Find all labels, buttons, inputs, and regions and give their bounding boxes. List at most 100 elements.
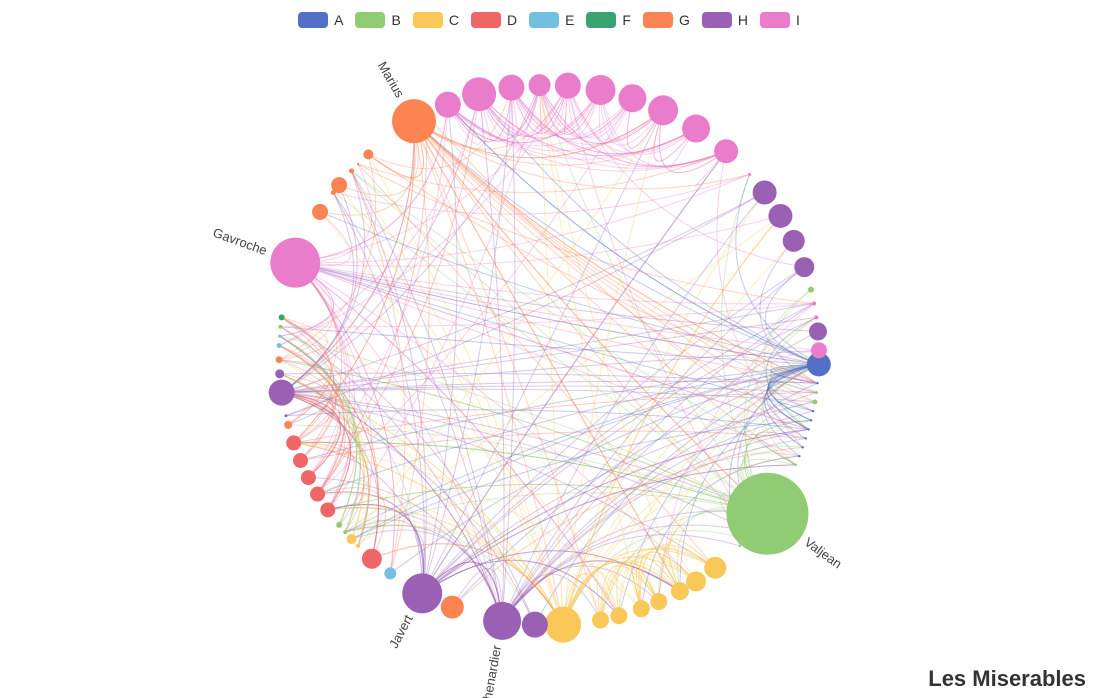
graph-node[interactable]: [585, 74, 616, 105]
graph-node[interactable]: [632, 600, 650, 618]
legend-item-h[interactable]: H: [701, 12, 748, 28]
graph-node[interactable]: [686, 571, 707, 592]
graph-node[interactable]: [816, 382, 819, 385]
graph-node[interactable]: [738, 544, 742, 548]
graph-edge: [281, 388, 815, 403]
graph-node[interactable]: [356, 162, 360, 166]
graph-node[interactable]: [284, 420, 293, 429]
graph-node[interactable]: [310, 486, 326, 502]
graph-node[interactable]: [750, 530, 755, 535]
graph-node[interactable]: [814, 391, 818, 395]
graph-node[interactable]: [349, 168, 355, 174]
graph-edge: [278, 359, 328, 394]
graph-node[interactable]: [286, 435, 302, 451]
graph-node[interactable]: [618, 84, 647, 113]
graph-edge: [567, 85, 633, 139]
graph-node[interactable]: [528, 74, 551, 97]
graph-node[interactable]: [704, 556, 727, 579]
graph-node[interactable]: [809, 419, 813, 422]
graph-node[interactable]: [278, 334, 282, 338]
graph-node[interactable]: [336, 521, 343, 528]
graph-node[interactable]: [801, 446, 804, 449]
graph-node[interactable]: [268, 379, 295, 406]
graph-node[interactable]: [714, 139, 739, 164]
graph-edge: [281, 84, 541, 393]
legend-item-c[interactable]: C: [412, 12, 459, 28]
graph-node[interactable]: [648, 95, 679, 126]
graph-node[interactable]: [402, 573, 443, 614]
legend-item-e[interactable]: E: [529, 12, 574, 28]
graph-node[interactable]: [440, 595, 464, 619]
graph-edge: [600, 565, 660, 621]
graph-node[interactable]: [682, 114, 711, 143]
graph-node[interactable]: [811, 409, 815, 413]
graph-edge: [766, 363, 819, 430]
graph-node[interactable]: [554, 72, 581, 99]
graph-node[interactable]: [292, 452, 308, 468]
graph-node[interactable]: [812, 301, 817, 306]
graph-edge: [351, 170, 768, 515]
legend-item-g[interactable]: G: [642, 12, 690, 28]
graph-node[interactable]: [810, 342, 827, 359]
graph-edge: [327, 504, 425, 594]
graph-node[interactable]: [356, 543, 361, 548]
graph-node[interactable]: [752, 180, 777, 205]
graph-node[interactable]: [804, 437, 807, 440]
graph-node[interactable]: [343, 530, 348, 535]
graph-node[interactable]: [275, 356, 283, 364]
graph-node[interactable]: [812, 399, 818, 405]
graph-node[interactable]: [748, 172, 752, 176]
graph-edge: [658, 303, 815, 602]
graph-node[interactable]: [726, 472, 809, 555]
graph-node[interactable]: [361, 548, 382, 569]
graph-node[interactable]: [423, 111, 430, 118]
graph-node[interactable]: [278, 324, 283, 329]
graph-node[interactable]: [384, 567, 397, 580]
graph-edge: [281, 192, 765, 394]
graph-node[interactable]: [807, 286, 814, 293]
graph-node[interactable]: [610, 607, 628, 625]
graph-node[interactable]: [794, 257, 815, 278]
graph-node[interactable]: [462, 77, 497, 112]
graph-node[interactable]: [275, 369, 285, 379]
legend-item-i[interactable]: I: [759, 12, 800, 28]
graph-node[interactable]: [498, 74, 525, 101]
graph-node[interactable]: [782, 229, 805, 252]
graph-node[interactable]: [284, 414, 288, 418]
graph-node[interactable]: [312, 203, 329, 220]
legend-item-b[interactable]: B: [355, 12, 401, 28]
graph-node[interactable]: [300, 470, 316, 486]
graph-edge: [501, 303, 815, 622]
graph-edge: [616, 563, 660, 616]
graph-node[interactable]: [276, 343, 282, 349]
graph-node[interactable]: [814, 315, 819, 320]
legend-item-f[interactable]: F: [586, 12, 631, 28]
graph-node[interactable]: [320, 502, 336, 518]
graph-node[interactable]: [808, 322, 827, 341]
graph-node[interactable]: [794, 463, 797, 467]
graph-node[interactable]: [270, 237, 321, 288]
graph-node[interactable]: [806, 352, 831, 377]
graph-node[interactable]: [768, 203, 793, 228]
graph-node[interactable]: [592, 611, 610, 629]
graph-node[interactable]: [745, 537, 748, 541]
graph-node[interactable]: [331, 177, 348, 194]
graph-node[interactable]: [392, 99, 436, 144]
graph-node[interactable]: [363, 149, 374, 160]
graph-node[interactable]: [521, 611, 548, 638]
legend-item-a[interactable]: A: [298, 12, 343, 28]
graph-node[interactable]: [545, 606, 582, 643]
graph-node[interactable]: [483, 601, 522, 640]
legend-label: F: [622, 12, 631, 28]
label-layer: Valjean Thenardier Javert Gavroche Marius: [211, 59, 845, 698]
graph-edge: [413, 120, 768, 515]
graph-edge: [765, 266, 820, 365]
graph-node[interactable]: [807, 428, 810, 431]
graph-node[interactable]: [346, 534, 357, 545]
graph-node[interactable]: [650, 593, 668, 611]
legend-item-d[interactable]: D: [470, 12, 517, 28]
graph-node[interactable]: [798, 454, 801, 458]
graph-node[interactable]: [278, 314, 285, 321]
graph-node[interactable]: [434, 91, 461, 118]
graph-node[interactable]: [670, 582, 689, 601]
